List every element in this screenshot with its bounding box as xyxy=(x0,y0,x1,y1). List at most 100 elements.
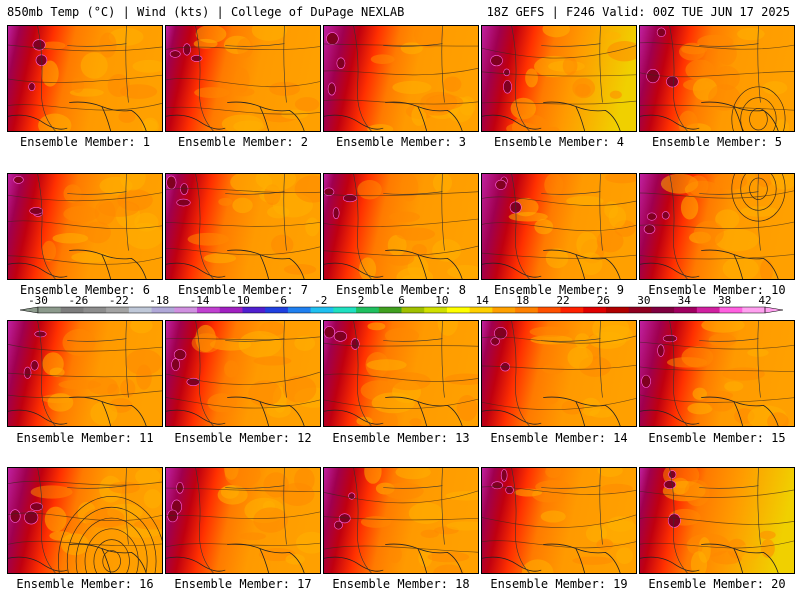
temperature-blotch xyxy=(544,174,564,197)
height-contour xyxy=(166,336,320,341)
colorbar-segment xyxy=(401,307,425,313)
temperature-blotch xyxy=(224,468,261,488)
temperature-blotch xyxy=(609,90,622,99)
closed-contour xyxy=(749,108,768,131)
temperature-blotch xyxy=(681,346,714,368)
ensemble-member-label: Ensemble Member: 10 xyxy=(648,283,786,297)
height-contour xyxy=(324,398,478,409)
hot-spot-contour xyxy=(491,481,503,490)
height-contour xyxy=(8,74,162,83)
height-contour xyxy=(640,516,794,525)
height-contour xyxy=(166,106,320,115)
colorbar-tick-label: 2 xyxy=(358,296,365,307)
colorbar-segment xyxy=(560,307,584,313)
hot-spot-contour xyxy=(350,338,360,350)
temperature-blotch xyxy=(359,257,377,279)
state-borders xyxy=(669,468,761,573)
temperature-blotch xyxy=(282,375,317,403)
temperature-blotch xyxy=(80,52,108,79)
state-borders xyxy=(511,26,603,131)
temperature-blotch xyxy=(688,175,709,196)
colorbar-segment xyxy=(60,307,84,313)
colorbar-outline xyxy=(37,306,766,314)
temperature-blotch xyxy=(187,232,230,246)
hot-spot-contour xyxy=(180,183,189,195)
temperature-blotch xyxy=(388,545,402,564)
colorbar-svg: -30 -26 -22 -18 -14 -10 -6 -2 2 6 10 14 18 22 26 30 34 38… xyxy=(19,296,784,314)
ensemble-member-label: Ensemble Member: 2 xyxy=(177,135,309,149)
temperature-blotch xyxy=(366,359,407,371)
temperature-blotch xyxy=(382,411,398,426)
temperature-blotch xyxy=(604,31,621,40)
temperature-blotch xyxy=(384,327,420,344)
state-borders xyxy=(511,468,603,573)
hot-spot-contour xyxy=(30,502,44,511)
hot-spot-contour xyxy=(503,80,512,94)
hot-spot-contour xyxy=(646,212,657,221)
temperature-blotch xyxy=(233,67,250,93)
state-borders xyxy=(669,321,761,426)
hot-spot-contour xyxy=(190,55,203,62)
height-contour xyxy=(166,188,320,194)
hot-spot-contour xyxy=(166,175,177,190)
height-contour xyxy=(640,341,794,350)
coastline xyxy=(8,396,147,426)
temperature-blotch xyxy=(607,516,634,532)
ensemble-member-label: Ensemble Member: 19 xyxy=(490,577,628,591)
colorbar-tick-label: -10 xyxy=(230,296,250,307)
temperature-blotch xyxy=(191,333,221,353)
temperature-blotch xyxy=(701,321,745,333)
temperature-blotch xyxy=(253,356,292,366)
height-contour xyxy=(166,246,320,256)
hot-spot-contour xyxy=(662,334,678,343)
hot-spot-contour xyxy=(326,32,339,46)
height-contour xyxy=(482,100,636,105)
temperature-blotch xyxy=(566,195,604,207)
colorbar-segment xyxy=(287,307,312,313)
ensemble-member-label: Ensemble Member: 8 xyxy=(335,283,467,297)
temperature-blotch xyxy=(253,507,288,533)
ensemble-map-panel xyxy=(639,173,795,280)
ensemble-member-label: Ensemble Member: 1 xyxy=(19,135,151,149)
ensemble-map-panel xyxy=(165,173,321,280)
colorbar-segment xyxy=(38,307,62,313)
ensemble-map-panel xyxy=(639,320,795,427)
temperature-blotch xyxy=(389,211,421,223)
colorbar-segment xyxy=(219,307,243,313)
height-contour xyxy=(166,487,320,492)
temperature-blotch xyxy=(444,373,478,385)
height-contour xyxy=(324,490,478,504)
ensemble-map-panel xyxy=(323,25,479,132)
hot-spot-contour xyxy=(34,330,47,338)
colorbar-segment xyxy=(265,307,289,313)
hot-spot-contour xyxy=(657,344,665,357)
temperature-blotch xyxy=(575,83,591,97)
height-contour xyxy=(324,218,478,227)
hot-spot-contour xyxy=(182,43,191,56)
temperature-blotch xyxy=(740,206,779,217)
temperature-blotch xyxy=(605,174,636,184)
colorbar-segment xyxy=(515,307,539,313)
hot-spot-contour xyxy=(327,82,336,96)
hot-spot-contour xyxy=(663,480,677,489)
height-contour xyxy=(324,545,478,553)
temperature-blotch xyxy=(411,105,427,126)
hot-spot-contour xyxy=(23,366,32,379)
closed-contour xyxy=(58,496,162,573)
height-contour xyxy=(166,46,320,50)
colorbar-segment xyxy=(674,307,698,313)
state-borders xyxy=(353,174,445,279)
temperature-blotch xyxy=(49,367,65,378)
height-contour xyxy=(8,540,162,546)
temperature-blotch xyxy=(693,220,724,246)
height-contour xyxy=(324,68,478,76)
height-contour xyxy=(482,196,636,206)
height-contour xyxy=(640,489,794,498)
temperature-blotch xyxy=(681,44,708,55)
height-contour xyxy=(640,71,794,78)
colorbar-segment xyxy=(128,307,153,313)
hot-spot-contour xyxy=(169,50,181,58)
height-contour xyxy=(166,397,320,409)
temperature-blotch xyxy=(680,195,699,220)
temperature-blotch xyxy=(44,506,67,532)
